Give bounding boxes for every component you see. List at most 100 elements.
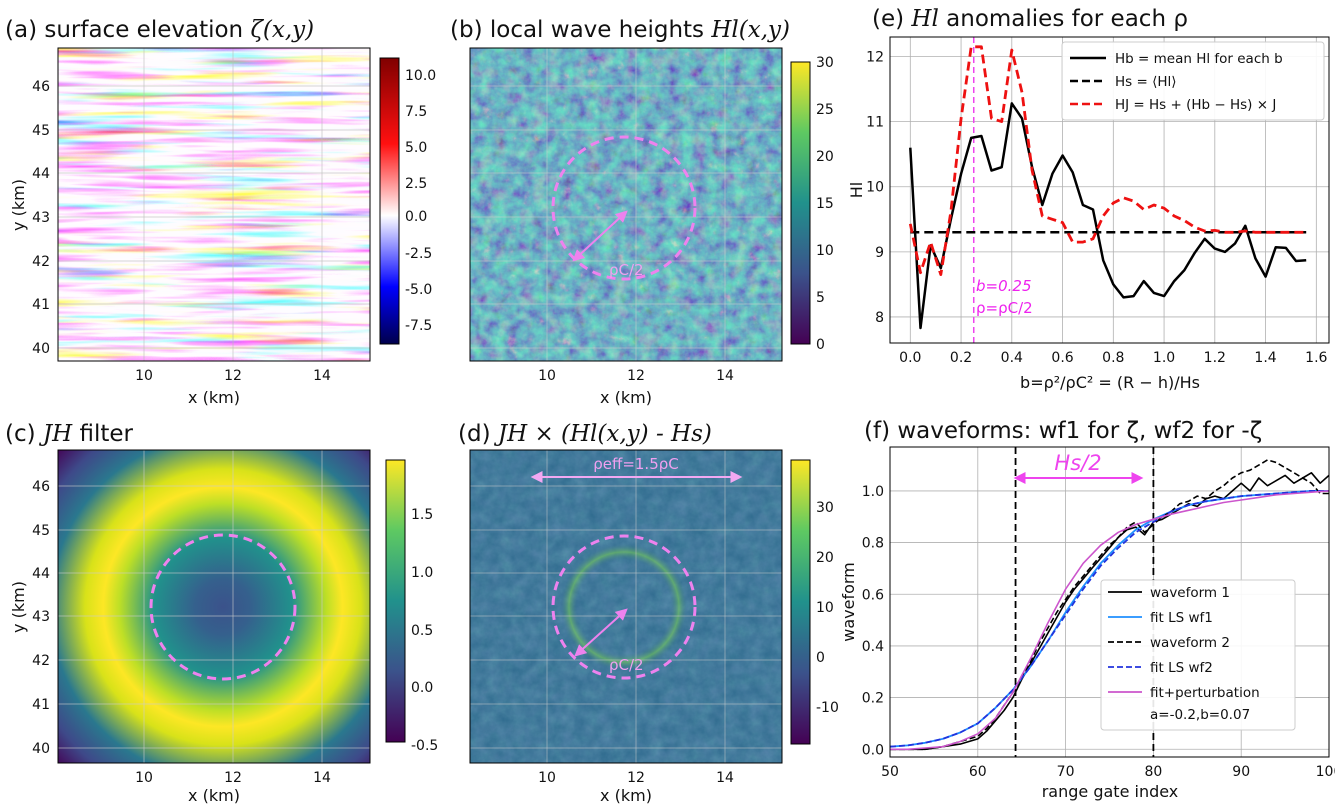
svg-text:0.5: 0.5 (411, 623, 433, 639)
svg-text:-2.5: -2.5 (405, 246, 432, 262)
x-tick-label: 90 (1232, 764, 1250, 780)
svg-text:46: 46 (32, 479, 50, 495)
svg-text:45: 45 (32, 523, 50, 539)
svg-text:30: 30 (816, 500, 834, 516)
series-line-3 (889, 490, 1329, 748)
x-tick-label: 50 (881, 764, 899, 780)
x-tick-label: 0.6 (1051, 350, 1073, 366)
svg-text:12: 12 (627, 368, 645, 384)
svg-text:10.0: 10.0 (405, 68, 436, 84)
svg-text:30: 30 (816, 55, 834, 71)
svg-text:5.0: 5.0 (405, 140, 427, 156)
panel-f-legend-5: a=-0.2,b=0.07 (1150, 707, 1250, 723)
panel-a-heatmap (58, 48, 370, 361)
svg-text:14: 14 (313, 368, 331, 384)
svg-text:42: 42 (32, 254, 50, 270)
svg-text:-7.5: -7.5 (405, 318, 432, 334)
panel-b-cbar-ticks: 30 25 20 15 10 5 0 (816, 55, 834, 353)
svg-text:15: 15 (816, 196, 834, 212)
panel-f-ticks: 50 60 70 80 90 100 0.0 0.2 0.4 0.6 0.8 1.0 (862, 484, 1335, 780)
x-tick-label: 0.2 (950, 350, 972, 366)
panel-f-ylabel: waveform (839, 562, 858, 642)
panel-b-title: (b) local wave heights Hl(x,y) (450, 17, 790, 43)
svg-text:41: 41 (32, 297, 50, 313)
y-tick-label: 0.2 (862, 691, 884, 707)
panel-b-circle (551, 135, 697, 281)
svg-text:10: 10 (816, 243, 834, 259)
panel-a-yticks: 40 41 42 43 44 45 46 (32, 79, 50, 357)
x-tick-label: 1.4 (1254, 350, 1276, 366)
svg-text:10: 10 (538, 368, 556, 384)
panel-f-annotation: Hs/2 (1054, 451, 1101, 475)
svg-text:40: 40 (32, 341, 50, 357)
panel-c: (c) JH filter 40 41 42 43 44 45 46 10 12 14 x (… (5, 421, 438, 805)
y-tick-label: 1.0 (862, 484, 884, 500)
svg-text:20: 20 (816, 149, 834, 165)
svg-text:44: 44 (32, 566, 50, 582)
panel-c-yticks: 40 41 42 43 44 45 46 (32, 479, 50, 757)
panel-e-frame (889, 36, 1330, 344)
panel-c-grid (58, 450, 370, 763)
panel-d-annotation: ρC/2 (609, 656, 644, 674)
panel-e-legend-2: HJ = Hs + (Hb − Hs) × J (1115, 97, 1276, 113)
panel-e-annotation-b: b=0.25 (976, 277, 1032, 295)
panel-d-ring (514, 497, 734, 717)
panel-e-lines (908, 37, 1307, 343)
svg-text:46: 46 (32, 79, 50, 95)
panel-c-colorbar (385, 459, 406, 743)
panel-a-xticks: 10 12 14 (135, 368, 331, 384)
x-tick-label: 1.0 (1153, 350, 1175, 366)
panel-c-title: (c) JH filter (5, 421, 134, 447)
panel-f-legend-3: fit LS wf2 (1150, 660, 1213, 676)
y-tick-label: 10 (866, 180, 884, 196)
series-line-0 (890, 472, 1330, 751)
panel-c-circle (149, 533, 297, 681)
svg-text:0.0: 0.0 (411, 680, 433, 696)
panel-e-legend-1: Hs = ⟨Hl⟩ (1115, 74, 1177, 90)
y-tick-label: 0.4 (862, 639, 884, 655)
panel-c-ylabel: y (km) (9, 581, 28, 633)
panel-a-colorbar (379, 57, 400, 345)
panel-f-legend-1: fit LS wf1 (1150, 610, 1213, 626)
panel-a-grid (58, 48, 370, 361)
panel-c-heatmap (58, 450, 370, 763)
svg-text:45: 45 (32, 123, 50, 139)
panel-e-legend-0: Hb = mean Hl for each b (1115, 51, 1283, 67)
x-tick-label: 1.6 (1305, 350, 1327, 366)
panel-e-legend: Hb = mean Hl for each b Hs = ⟨Hl⟩ HJ = H… (1061, 41, 1325, 121)
svg-text:10: 10 (816, 600, 834, 616)
svg-text:0: 0 (816, 650, 825, 666)
svg-text:1.0: 1.0 (411, 565, 433, 581)
y-tick-label: 0.8 (862, 536, 884, 552)
panel-e-ticks: 0.0 0.2 0.4 0.6 0.8 1.0 1.2 1.4 1.6 8 9 10 11 12 (866, 50, 1327, 366)
svg-text:2.5: 2.5 (405, 176, 427, 192)
panel-a-cbar-ticks: 10.0 7.5 5.0 2.5 0.0 -2.5 -5.0 -7.5 (405, 68, 436, 334)
panel-d-radius-arrow (574, 608, 628, 657)
panel-a-xlabel: x (km) (188, 388, 240, 407)
series-line-2 (908, 45, 1307, 276)
panel-a-ylabel: y (km) (9, 179, 28, 231)
series-line-0 (909, 102, 1307, 330)
x-tick-label: 1.2 (1204, 350, 1226, 366)
svg-text:0: 0 (816, 337, 825, 353)
x-tick-label: 100 (1316, 764, 1335, 780)
panel-d: (d) JH × (Hl(x,y) - Hs) ρC/2 ρeff=1.5ρC … (458, 421, 839, 805)
svg-text:12: 12 (627, 770, 645, 786)
y-tick-label: 12 (866, 50, 884, 66)
y-tick-label: 0.0 (862, 742, 884, 758)
svg-text:5: 5 (816, 290, 825, 306)
panel-b-radius-arrow (572, 210, 628, 262)
svg-text:14: 14 (313, 770, 331, 786)
panel-a: (a) surface elevation ζ(x,y) 40 41 42 43 44… (5, 17, 436, 407)
svg-text:10: 10 (135, 770, 153, 786)
svg-text:12: 12 (224, 770, 242, 786)
panel-f-legend-0: waveform 1 (1150, 585, 1230, 601)
x-tick-label: 80 (1144, 764, 1162, 780)
panel-f-legend-4: fit+perturbation (1150, 685, 1260, 701)
panel-f-xlabel: range gate index (1042, 782, 1179, 801)
x-tick-label: 0.8 (1102, 350, 1124, 366)
panel-d-title: (d) JH × (Hl(x,y) - Hs) (458, 421, 712, 447)
svg-text:14: 14 (716, 770, 734, 786)
svg-text:0.0: 0.0 (405, 209, 427, 225)
